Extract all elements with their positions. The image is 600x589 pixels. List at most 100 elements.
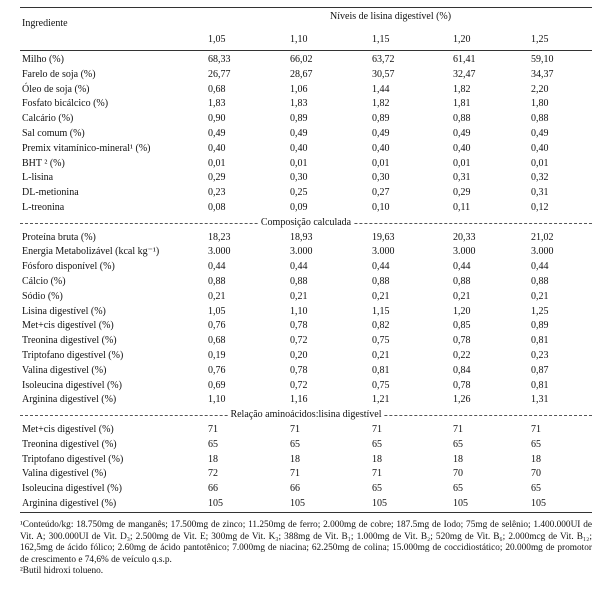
cell-value: 65 (372, 438, 382, 450)
cell-value: 0,76 (208, 364, 226, 376)
cell-value: 0,49 (208, 128, 226, 139)
footnote: ¹Conteúdo/kg: 18.750mg de manganês; 17.5… (20, 520, 592, 565)
cell-value: 0,44 (290, 261, 308, 273)
cell-value: 32,47 (453, 68, 476, 80)
cell-value: 1,26 (453, 394, 471, 406)
cell-value: 0,30 (290, 172, 308, 184)
cell-value: 0,11 (453, 202, 471, 213)
row-label: Premix vitamínico-mineral¹ (%) (22, 142, 151, 154)
row-label: Isoleucina digestível (%) (22, 483, 122, 495)
cell-value: 1,10 (208, 394, 226, 406)
cell-value: 71 (453, 424, 463, 435)
cell-value: 0,81 (531, 335, 549, 347)
cell-value: 18 (290, 453, 300, 465)
cell-value: 0,25 (290, 187, 308, 199)
row-label: Proteína bruta (%) (22, 231, 96, 243)
cell-value: 105 (453, 498, 468, 509)
cell-value: 0,19 (208, 350, 226, 361)
row-label: Treonina digestível (%) (22, 438, 117, 450)
row-label: Farelo de soja (%) (22, 68, 96, 80)
row-label: Met+cis digestível (%) (22, 424, 114, 435)
cell-value: 0,01 (372, 157, 390, 169)
bottom-rule (20, 512, 592, 513)
cell-value: 0,89 (531, 320, 549, 332)
cell-value: 0,40 (290, 142, 308, 154)
cell-value: 18 (453, 453, 463, 465)
level-header: 1,20 (453, 34, 471, 45)
row-label: Óleo de soja (%) (22, 83, 90, 95)
cell-value: 0,29 (453, 187, 471, 199)
row-label: Valina digestível (%) (22, 364, 107, 376)
cell-value: 1,83 (290, 98, 308, 110)
cell-value: 0,49 (531, 128, 549, 139)
cell-value: 1,10 (290, 305, 308, 317)
cell-value: 70 (453, 468, 463, 480)
cell-value: 0,88 (290, 276, 308, 287)
cell-value: 0,10 (372, 202, 390, 213)
cell-value: 0,01 (453, 157, 471, 169)
cell-value: 1,82 (372, 98, 390, 110)
cell-value: 28,67 (290, 68, 313, 80)
cell-value: 0,01 (208, 157, 226, 169)
cell-value: 1,15 (372, 305, 390, 317)
cell-value: 0,89 (372, 113, 390, 125)
cell-value: 0,44 (208, 261, 226, 273)
row-label: L-lisina (22, 172, 54, 184)
cell-value: 0,29 (208, 172, 226, 184)
cell-value: 26,77 (208, 68, 231, 80)
cell-value: 0,87 (531, 364, 549, 376)
footnotes: ¹Conteúdo/kg: 18.750mg de manganês; 17.5… (20, 520, 592, 578)
cell-value: 63,72 (372, 54, 395, 65)
cell-value: 0,88 (372, 276, 390, 287)
level-header: 1,15 (372, 34, 390, 45)
cell-value: 0,09 (290, 202, 308, 213)
row-label: Arginina digestível (%) (22, 394, 117, 406)
cell-value: 0,88 (531, 113, 549, 125)
cell-value: 0,88 (453, 276, 471, 287)
cell-value: 3.000 (208, 246, 231, 258)
cell-value: 65 (208, 438, 218, 450)
cell-value: 0,68 (208, 83, 226, 95)
cell-value: 71 (208, 424, 218, 435)
cell-value: 65 (372, 483, 382, 495)
cell-value: 0,27 (372, 187, 390, 199)
cell-value: 0,01 (531, 157, 549, 169)
row-label: DL-metionina (22, 187, 79, 199)
cell-value: 18,93 (290, 231, 313, 243)
cell-value: 0,69 (208, 379, 226, 391)
cell-value: 0,75 (372, 379, 390, 391)
cell-value: 0,08 (208, 202, 226, 213)
cell-value: 1,83 (208, 98, 226, 110)
column-header: Ingrediente (22, 18, 68, 29)
cell-value: 71 (372, 468, 382, 480)
cell-value: 68,33 (208, 54, 231, 65)
cell-value: 0,22 (453, 350, 471, 361)
cell-value: 0,82 (372, 320, 390, 332)
cell-value: 0,90 (208, 113, 226, 125)
cell-value: 0,76 (208, 320, 226, 332)
cell-value: 0,44 (531, 261, 549, 273)
level-header: 1,05 (208, 34, 226, 45)
cell-value: 105 (208, 498, 223, 509)
cell-value: 65 (531, 483, 541, 495)
cell-value: 0,81 (531, 379, 549, 391)
row-label: Sódio (%) (22, 290, 63, 302)
cell-value: 0,72 (290, 379, 308, 391)
cell-value: 0,30 (372, 172, 390, 184)
cell-value: 0,21 (208, 290, 226, 302)
row-label: Triptofano digestível (%) (22, 453, 124, 465)
cell-value: 0,78 (290, 364, 308, 376)
cell-value: 30,57 (372, 68, 395, 80)
cell-value: 0,89 (290, 113, 308, 125)
row-label: Triptofano digestível (%) (22, 350, 124, 361)
cell-value: 34,37 (531, 68, 554, 80)
cell-value: 0,01 (290, 157, 308, 169)
cell-value: 0,81 (372, 364, 390, 376)
cell-value: 3.000 (531, 246, 554, 258)
cell-value: 3.000 (290, 246, 313, 258)
cell-value: 20,33 (453, 231, 476, 243)
cell-value: 0,21 (372, 350, 390, 361)
cell-value: 66,02 (290, 54, 313, 65)
cell-value: 0,85 (453, 320, 471, 332)
